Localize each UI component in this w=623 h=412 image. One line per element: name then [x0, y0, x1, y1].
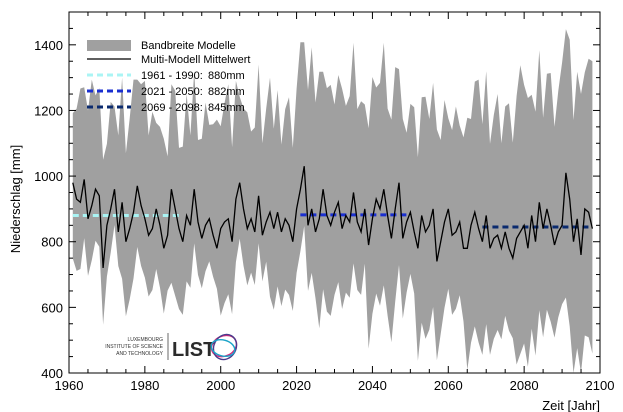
- x-tick-label: 2080: [510, 378, 539, 393]
- x-tick-label: 2020: [282, 378, 311, 393]
- logo-wordmark: LIST: [172, 339, 215, 361]
- x-tick-label: 2040: [358, 378, 387, 393]
- legend: Bandbreite Modelle Multi-Modell Mittelwe…: [87, 40, 250, 114]
- legend-band-swatch: [87, 40, 131, 51]
- logo-rings-icon: [210, 333, 238, 361]
- model-range-band: [72, 29, 593, 373]
- legend-band-label: Bandbreite Modelle: [141, 40, 236, 52]
- legend-period3-label: 2069 - 2098:: [141, 102, 203, 114]
- y-tick-label: 1200: [34, 103, 63, 118]
- x-axis-title: Zeit [Jahr]: [542, 398, 600, 412]
- logo-line1: LUXEMBOURG: [127, 337, 163, 343]
- y-axis-title: Niederschlag [mm]: [8, 145, 23, 253]
- legend-mean-label: Multi-Modell Mittelwert: [141, 54, 250, 66]
- legend-period1-value: 880mm: [208, 70, 245, 82]
- x-tick-label: 2060: [434, 378, 463, 393]
- x-tick-label: 1960: [55, 378, 84, 393]
- y-axis: 400 600 800 1000 1200 1400: [34, 11, 600, 381]
- legend-period3-value: 845mm: [208, 102, 245, 114]
- mean-line-layer: [72, 166, 594, 269]
- logo-line2: INSTITUTE OF SCIENCE: [105, 344, 163, 350]
- legend-period2-label: 2021 - 2050:: [141, 86, 203, 98]
- legend-period2-value: 882mm: [208, 86, 245, 98]
- y-tick-label: 400: [41, 366, 63, 381]
- x-tick-label: 1980: [130, 378, 159, 393]
- y-tick-label: 1000: [34, 169, 63, 184]
- x-axis: 1960 1980 2000 2020 2040 2060 2080 2100: [55, 12, 615, 393]
- list-logo: LUXEMBOURG INSTITUTE OF SCIENCE AND TECH…: [105, 333, 238, 361]
- legend-period1-label: 1961 - 1990:: [141, 70, 203, 82]
- y-tick-label: 1400: [34, 38, 63, 53]
- x-tick-label: 2000: [206, 378, 235, 393]
- y-tick-label: 800: [41, 235, 63, 250]
- logo-line3: AND TECHNOLOGY: [116, 351, 164, 357]
- band-area-layer: [72, 29, 593, 373]
- y-tick-label: 600: [41, 300, 63, 315]
- x-tick-label: 2100: [586, 378, 615, 393]
- multi-model-mean-line: [72, 166, 594, 269]
